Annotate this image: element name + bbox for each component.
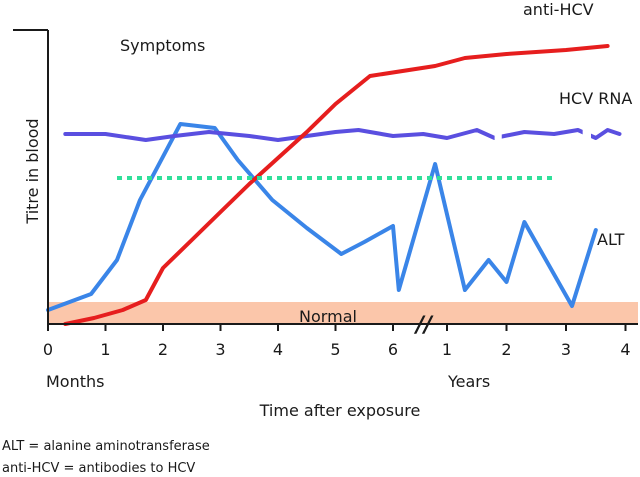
series-layer bbox=[46, 44, 622, 326]
normal-band-label: Normal bbox=[299, 307, 357, 326]
series-alt-line bbox=[46, 122, 598, 312]
series-label-anti-hcv: anti-HCV bbox=[523, 0, 594, 19]
y-axis-title: Titre in blood bbox=[23, 118, 42, 224]
axis-break-mark: // bbox=[413, 313, 434, 338]
x-tick-label: 1 bbox=[442, 340, 452, 359]
x-axis-title: Time after exposure bbox=[259, 401, 421, 420]
series-hcv-rna-line bbox=[63, 128, 622, 142]
x-tick-label: 0 bbox=[43, 340, 53, 359]
x-tick-label: 3 bbox=[215, 340, 225, 359]
x-tick-label: 2 bbox=[501, 340, 511, 359]
x-tick-label: 6 bbox=[388, 340, 398, 359]
footnote-alt: ALT = alanine aminotransferase bbox=[2, 439, 210, 454]
series-label-hcv-rna: HCV RNA bbox=[559, 89, 632, 108]
segment-label-years: Years bbox=[447, 372, 490, 391]
x-tick-label: 4 bbox=[273, 340, 283, 359]
gap-layer bbox=[494, 120, 591, 148]
footnote-anti-hcv: anti-HCV = antibodies to HCV bbox=[2, 461, 196, 476]
segment-label-months: Months bbox=[46, 372, 104, 391]
x-tick-label: 1 bbox=[100, 340, 110, 359]
series-label-alt: ALT bbox=[597, 230, 625, 249]
x-tick-label: 2 bbox=[158, 340, 168, 359]
symptoms-label: Symptoms bbox=[120, 36, 205, 55]
hcv-rna-gap-2 bbox=[582, 120, 591, 148]
x-tick-label: 3 bbox=[561, 340, 571, 359]
x-tick-layer: 0 1 2 3 4 5 6 1 2 3 4 bbox=[43, 324, 631, 359]
x-tick-label: 4 bbox=[620, 340, 630, 359]
x-tick-label: 5 bbox=[330, 340, 340, 359]
normal-band bbox=[48, 302, 638, 324]
hcv-rna-gap-1 bbox=[494, 120, 502, 148]
series-anti-hcv-line bbox=[63, 44, 610, 326]
